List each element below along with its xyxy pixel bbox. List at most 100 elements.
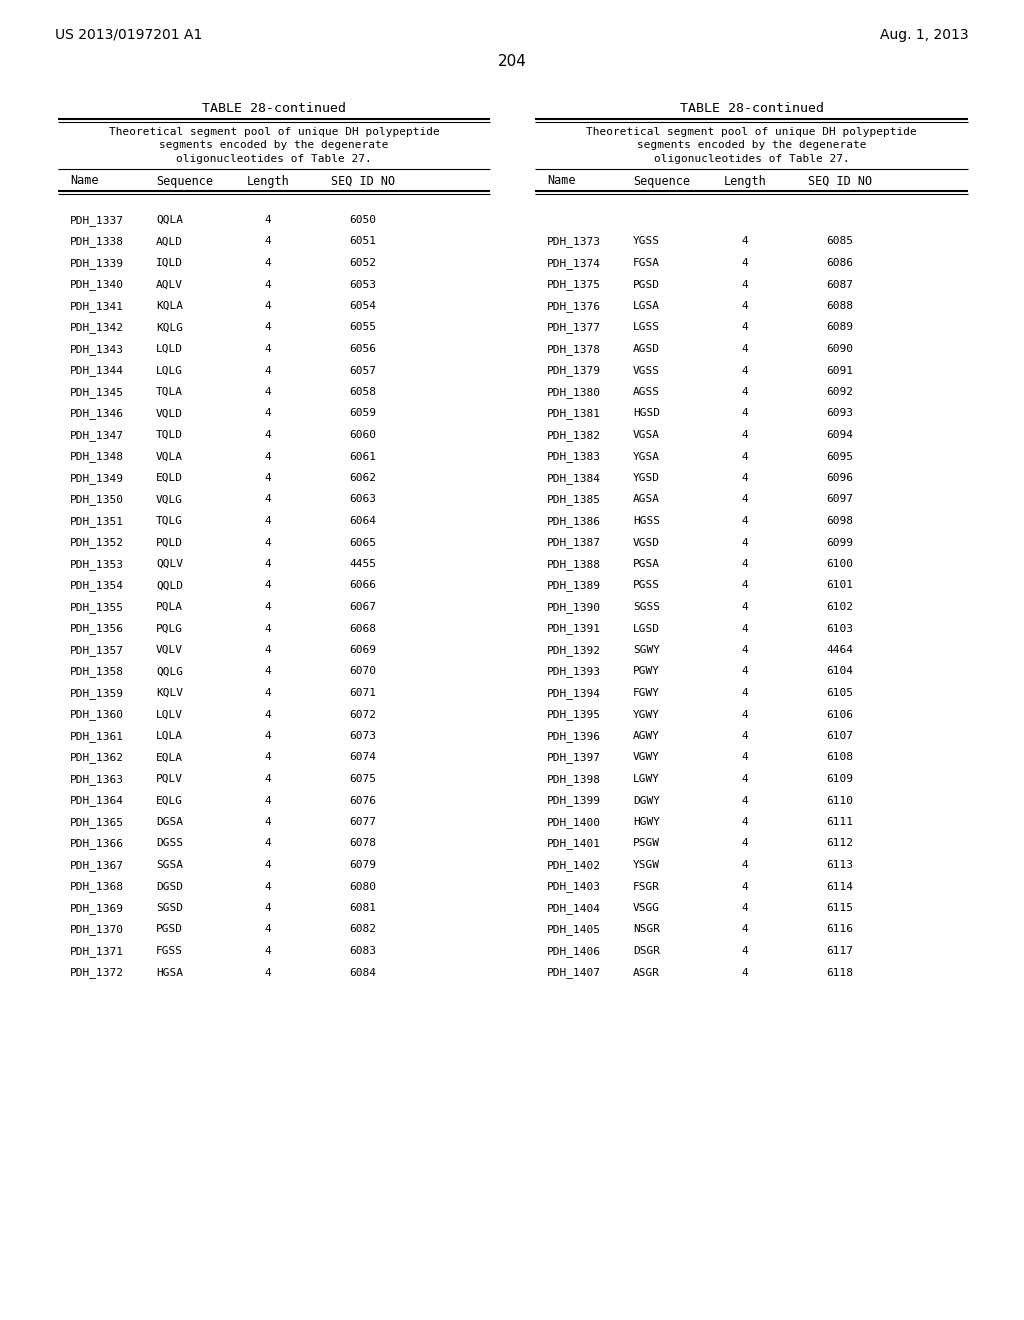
Text: SGSA: SGSA <box>156 861 183 870</box>
Text: 6113: 6113 <box>826 861 853 870</box>
Text: PDH_1396: PDH_1396 <box>547 731 601 742</box>
Text: VGSA: VGSA <box>633 430 660 440</box>
Text: 6081: 6081 <box>349 903 377 913</box>
Text: 4: 4 <box>741 451 749 462</box>
Text: 4: 4 <box>264 495 271 504</box>
Text: AGWY: AGWY <box>633 731 660 741</box>
Text: VGSS: VGSS <box>633 366 660 375</box>
Text: PDH_1367: PDH_1367 <box>70 861 124 871</box>
Text: 4: 4 <box>741 558 749 569</box>
Text: oligonucleotides of Table 27.: oligonucleotides of Table 27. <box>653 154 849 164</box>
Text: 6097: 6097 <box>826 495 853 504</box>
Text: 6056: 6056 <box>349 345 377 354</box>
Text: FSGR: FSGR <box>633 882 660 891</box>
Text: Name: Name <box>70 174 98 187</box>
Text: 4: 4 <box>741 516 749 525</box>
Text: PDH_1369: PDH_1369 <box>70 903 124 913</box>
Text: 4: 4 <box>741 968 749 978</box>
Text: 4: 4 <box>741 924 749 935</box>
Text: PDH_1403: PDH_1403 <box>547 882 601 892</box>
Text: DGSS: DGSS <box>156 838 183 849</box>
Text: 4: 4 <box>264 774 271 784</box>
Text: 4: 4 <box>264 322 271 333</box>
Text: YGSS: YGSS <box>633 236 660 247</box>
Text: 6107: 6107 <box>826 731 853 741</box>
Text: NSGR: NSGR <box>633 924 660 935</box>
Text: PDH_1393: PDH_1393 <box>547 667 601 677</box>
Text: DSGR: DSGR <box>633 946 660 956</box>
Text: 6105: 6105 <box>826 688 853 698</box>
Text: 6099: 6099 <box>826 537 853 548</box>
Text: 4: 4 <box>264 861 271 870</box>
Text: DGSD: DGSD <box>156 882 183 891</box>
Text: LQLG: LQLG <box>156 366 183 375</box>
Text: PDH_1363: PDH_1363 <box>70 774 124 785</box>
Text: PDH_1338: PDH_1338 <box>70 236 124 247</box>
Text: 6069: 6069 <box>349 645 377 655</box>
Text: 6098: 6098 <box>826 516 853 525</box>
Text: EQLD: EQLD <box>156 473 183 483</box>
Text: 4: 4 <box>264 451 271 462</box>
Text: 4: 4 <box>264 710 271 719</box>
Text: VGSD: VGSD <box>633 537 660 548</box>
Text: 4: 4 <box>741 408 749 418</box>
Text: PDH_1405: PDH_1405 <box>547 924 601 936</box>
Text: 6096: 6096 <box>826 473 853 483</box>
Text: 6117: 6117 <box>826 946 853 956</box>
Text: PDH_1356: PDH_1356 <box>70 623 124 635</box>
Text: 4: 4 <box>264 430 271 440</box>
Text: 4: 4 <box>741 731 749 741</box>
Text: 4: 4 <box>741 817 749 828</box>
Text: PDH_1345: PDH_1345 <box>70 387 124 397</box>
Text: 6068: 6068 <box>349 623 377 634</box>
Text: PDH_1392: PDH_1392 <box>547 645 601 656</box>
Text: Sequence: Sequence <box>633 174 690 187</box>
Text: 4: 4 <box>264 796 271 805</box>
Text: 4: 4 <box>264 645 271 655</box>
Text: TABLE 28-continued: TABLE 28-continued <box>202 102 346 115</box>
Text: PDH_1382: PDH_1382 <box>547 430 601 441</box>
Text: PDH_1406: PDH_1406 <box>547 946 601 957</box>
Text: 4: 4 <box>741 387 749 397</box>
Text: 4: 4 <box>264 215 271 224</box>
Text: 4: 4 <box>264 345 271 354</box>
Text: PDH_1399: PDH_1399 <box>547 796 601 807</box>
Text: PDH_1377: PDH_1377 <box>547 322 601 334</box>
Text: VQLV: VQLV <box>156 645 183 655</box>
Text: PDH_1347: PDH_1347 <box>70 430 124 441</box>
Text: Aug. 1, 2013: Aug. 1, 2013 <box>881 28 969 42</box>
Text: 4: 4 <box>264 882 271 891</box>
Text: PDH_1388: PDH_1388 <box>547 558 601 570</box>
Text: PDH_1379: PDH_1379 <box>547 366 601 376</box>
Text: 4: 4 <box>264 236 271 247</box>
Text: TQLD: TQLD <box>156 430 183 440</box>
Text: 4: 4 <box>741 473 749 483</box>
Text: 6050: 6050 <box>349 215 377 224</box>
Text: PDH_1372: PDH_1372 <box>70 968 124 978</box>
Text: 4: 4 <box>741 752 749 763</box>
Text: LGWY: LGWY <box>633 774 660 784</box>
Text: PDH_1344: PDH_1344 <box>70 366 124 376</box>
Text: 6054: 6054 <box>349 301 377 312</box>
Text: PGSD: PGSD <box>633 280 660 289</box>
Text: 4: 4 <box>264 257 271 268</box>
Text: PDH_1400: PDH_1400 <box>547 817 601 828</box>
Text: PDH_1398: PDH_1398 <box>547 774 601 785</box>
Text: 6065: 6065 <box>349 537 377 548</box>
Text: 6116: 6116 <box>826 924 853 935</box>
Text: PQLA: PQLA <box>156 602 183 612</box>
Text: IQLD: IQLD <box>156 257 183 268</box>
Text: 6095: 6095 <box>826 451 853 462</box>
Text: TABLE 28-continued: TABLE 28-continued <box>680 102 823 115</box>
Text: PQLD: PQLD <box>156 537 183 548</box>
Text: 4: 4 <box>741 257 749 268</box>
Text: PDH_1378: PDH_1378 <box>547 345 601 355</box>
Text: 6115: 6115 <box>826 903 853 913</box>
Text: 4: 4 <box>264 838 271 849</box>
Text: PDH_1395: PDH_1395 <box>547 710 601 721</box>
Text: PDH_1389: PDH_1389 <box>547 581 601 591</box>
Text: Length: Length <box>724 174 766 187</box>
Text: 4: 4 <box>264 817 271 828</box>
Text: LQLV: LQLV <box>156 710 183 719</box>
Text: 6089: 6089 <box>826 322 853 333</box>
